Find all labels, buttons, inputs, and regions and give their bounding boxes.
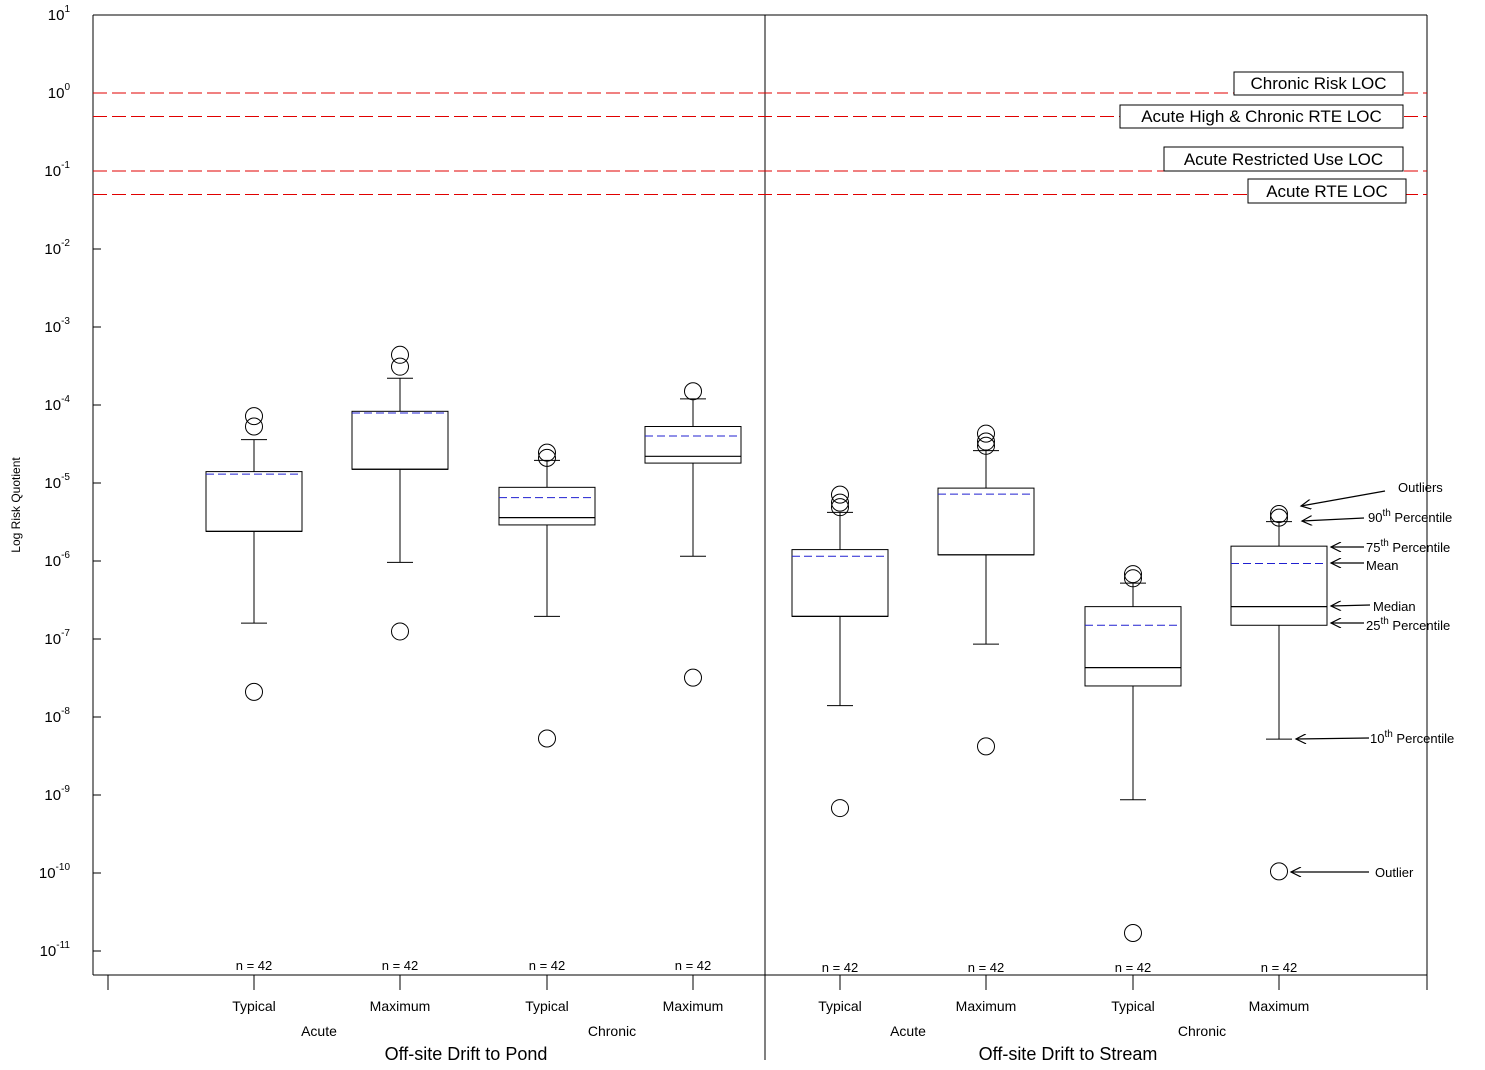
box-2-1: [791, 485, 889, 818]
outlier-point: [831, 485, 849, 504]
reference-line-label: Acute High & Chronic RTE LOC: [1141, 107, 1382, 126]
x-category-label: Typical: [818, 998, 862, 1014]
iqr-box: [644, 426, 742, 464]
reference-line-label: Chronic Risk LOC: [1250, 74, 1386, 93]
y-tick-label: 100: [48, 82, 71, 102]
outlier-point: [684, 382, 702, 401]
reference-label-box: [1233, 71, 1404, 96]
sample-size-label: n = 42: [822, 960, 859, 975]
outlier-point: [538, 443, 556, 462]
y-tick-label: 10-4: [44, 394, 70, 414]
outlier-point: [831, 493, 849, 512]
group-label: Acute: [890, 1023, 926, 1039]
outlier-point: [391, 345, 409, 364]
x-category-label: Maximum: [663, 998, 724, 1014]
outlier-point: [1124, 924, 1142, 943]
sample-size-label: n = 42: [1261, 960, 1298, 975]
sample-size-label: n = 42: [529, 958, 566, 973]
outlier-point: [831, 799, 849, 818]
outlier-point: [1270, 505, 1288, 524]
annotation-label: 10th Percentile: [1370, 729, 1454, 746]
reference-line-label: Acute Restricted Use LOC: [1184, 150, 1383, 169]
sample-size-label: n = 42: [382, 958, 419, 973]
outlier-point: [1124, 565, 1142, 584]
outlier-point: [977, 424, 995, 443]
y-tick-label: 10-3: [44, 316, 70, 336]
panel-title: Off-site Drift to Stream: [979, 1044, 1158, 1064]
x-category-label: Typical: [1111, 998, 1155, 1014]
outlier-point: [245, 407, 263, 426]
sample-size-label: n = 42: [236, 958, 273, 973]
outlier-point: [538, 448, 556, 467]
box-1-4: [644, 382, 742, 687]
sample-size-label: n = 42: [675, 958, 712, 973]
x-category-label: Typical: [525, 998, 569, 1014]
outlier-point: [684, 668, 702, 687]
box-1-3: [498, 443, 596, 748]
y-tick-label: 10-8: [44, 706, 70, 726]
reference-label-box: [1247, 178, 1407, 204]
group-label: Chronic: [1178, 1023, 1226, 1039]
outlier-point: [245, 417, 263, 436]
annotation-label: 90th Percentile: [1368, 508, 1452, 525]
y-tick-label: 101: [48, 4, 71, 24]
iqr-box: [351, 410, 449, 470]
outlier-point: [977, 436, 995, 455]
y-tick-label: 10-5: [44, 472, 70, 492]
outlier-point: [1270, 508, 1288, 527]
annotation-label: Mean: [1366, 558, 1399, 573]
outlier-point: [538, 729, 556, 748]
sample-size-label: n = 42: [1115, 960, 1152, 975]
box-2-2: [937, 424, 1035, 756]
annotation-label: Median: [1373, 599, 1416, 614]
group-label: Acute: [301, 1023, 337, 1039]
box-1-1: [205, 407, 303, 701]
iqr-box: [1084, 606, 1182, 687]
iqr-box: [205, 471, 303, 532]
outlier-point: [1124, 569, 1142, 588]
outlier-point: [245, 682, 263, 701]
y-tick-label: 10-9: [44, 784, 70, 804]
outlier-point: [391, 357, 409, 376]
panel-title: Off-site Drift to Pond: [385, 1044, 548, 1064]
y-tick-label: 10-10: [39, 862, 71, 882]
annotation-arrow: [1331, 605, 1371, 606]
outlier-point: [977, 432, 995, 451]
annotation-arrow: [1302, 518, 1365, 521]
reference-label-box: [1119, 104, 1404, 129]
annotation-label: 25th Percentile: [1366, 616, 1450, 633]
annotation-label: Outliers: [1398, 480, 1443, 495]
iqr-box: [791, 549, 889, 617]
annotation-label: 75th Percentile: [1366, 538, 1450, 555]
x-category-label: Maximum: [370, 998, 431, 1014]
x-category-label: Maximum: [956, 998, 1017, 1014]
y-tick-label: 10-6: [44, 550, 70, 570]
annotation-arrow: [1301, 490, 1386, 506]
x-category-label: Maximum: [1249, 998, 1310, 1014]
y-tick-label: 10-7: [44, 628, 70, 648]
reference-label-box: [1163, 146, 1404, 172]
outlier-point: [391, 622, 409, 641]
outlier-point: [977, 737, 995, 756]
y-tick-label: 10-11: [40, 940, 71, 960]
annotation-arrow: [1296, 738, 1370, 739]
box-1-2: [351, 345, 449, 641]
iqr-box: [937, 487, 1035, 556]
sample-size-label: n = 42: [968, 960, 1005, 975]
iqr-box: [498, 486, 596, 526]
y-tick-label: 10-2: [44, 238, 70, 258]
outlier-point: [1270, 862, 1288, 881]
annotation-label: Outlier: [1375, 865, 1414, 880]
outlier-point: [831, 498, 849, 517]
iqr-box: [1230, 545, 1328, 626]
box-2-4: [1230, 505, 1328, 881]
reference-line-label: Acute RTE LOC: [1266, 182, 1388, 201]
box-2-3: [1084, 565, 1182, 943]
group-label: Chronic: [588, 1023, 636, 1039]
y-tick-label: 10-1: [44, 160, 70, 180]
y-axis-label: Log Risk Quotient: [9, 457, 23, 553]
x-category-label: Typical: [232, 998, 276, 1014]
